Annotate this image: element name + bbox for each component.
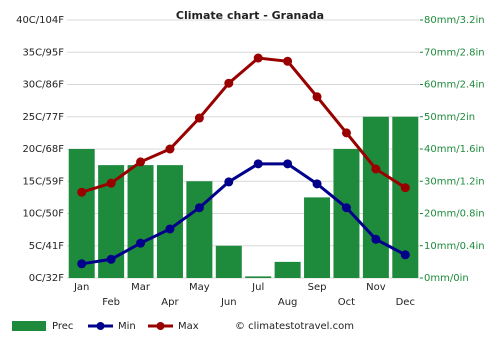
legend-swatch: [12, 321, 46, 331]
y2-tick-label: 10mm/0.4in: [424, 241, 485, 252]
point: [106, 178, 116, 188]
line: [81, 162, 406, 266]
y-tick-label: 20C/68F: [22, 144, 64, 155]
bar: [304, 197, 331, 278]
legend-label: Prec: [52, 321, 73, 332]
source: © climatestotravel.com: [235, 321, 354, 332]
point: [253, 53, 263, 63]
x-tick-label: May: [189, 282, 210, 293]
bar: [186, 181, 213, 278]
x-tick-label: Jul: [251, 282, 264, 293]
bar: [245, 276, 272, 278]
line: [81, 56, 407, 194]
y-tick-label: 15C/59F: [22, 176, 64, 187]
y2-tick-label: 80mm/3.2in: [424, 15, 485, 26]
legend-label: Max: [178, 321, 199, 332]
x-tick-label: Jun: [220, 297, 237, 308]
point: [253, 159, 263, 169]
point: [400, 183, 410, 193]
chart-title: Climate chart - Granada: [176, 9, 324, 22]
point: [77, 187, 87, 197]
y2-tick-label: 0mm/0in: [424, 273, 469, 284]
y-tick-label: 35C/95F: [22, 47, 64, 58]
y2-tick-label: 40mm/1.6in: [424, 144, 485, 155]
point: [341, 128, 351, 138]
legend-label: Min: [118, 321, 136, 332]
y-tick-label: 5C/41F: [29, 241, 64, 252]
point: [400, 250, 410, 260]
y-tick-label: 25C/77F: [22, 112, 64, 123]
y2-tick-label: 70mm/2.8in: [424, 47, 485, 58]
point: [224, 78, 234, 88]
point: [283, 159, 293, 169]
point: [77, 259, 87, 269]
x-tick-label: Mar: [131, 282, 151, 293]
y-tick-label: 30C/86F: [22, 80, 64, 91]
x-tick-label: Aug: [278, 297, 298, 308]
y-tick-label: 40C/104F: [16, 15, 64, 26]
y2-tick-label: 20mm/0.8in: [424, 209, 485, 220]
y2-tick-label: 30mm/1.2in: [424, 176, 485, 187]
x-tick-label: Oct: [338, 297, 355, 308]
point: [312, 179, 322, 189]
bar: [362, 116, 389, 278]
point: [224, 177, 234, 187]
bar: [215, 245, 242, 278]
legend-swatch: [156, 322, 165, 330]
legend-swatch: [96, 322, 105, 330]
y-tick-label: 0C/32F: [29, 273, 64, 284]
bar: [274, 261, 301, 278]
point: [194, 113, 204, 123]
point: [371, 234, 381, 244]
point: [312, 92, 322, 102]
x-tick-label: Nov: [366, 282, 386, 293]
x-tick-label: Dec: [396, 297, 415, 308]
y2-tick-label: 60mm/2.4in: [424, 80, 485, 91]
y-tick-label: 10C/50F: [22, 209, 64, 220]
point: [136, 157, 146, 167]
point: [136, 238, 146, 248]
point: [165, 144, 175, 154]
point: [371, 164, 381, 174]
x-tick-label: Sep: [308, 282, 327, 293]
x-tick-label: Apr: [161, 297, 179, 308]
point: [106, 254, 116, 264]
x-tick-label: Jan: [73, 282, 89, 293]
x-tick-label: Feb: [102, 297, 120, 308]
y2-tick-label: 50mm/2in: [424, 112, 475, 123]
bar: [333, 149, 360, 278]
bar: [68, 149, 95, 278]
bar: [127, 165, 154, 278]
point: [341, 203, 351, 213]
point: [165, 224, 175, 234]
point: [283, 56, 293, 66]
point: [194, 203, 204, 213]
